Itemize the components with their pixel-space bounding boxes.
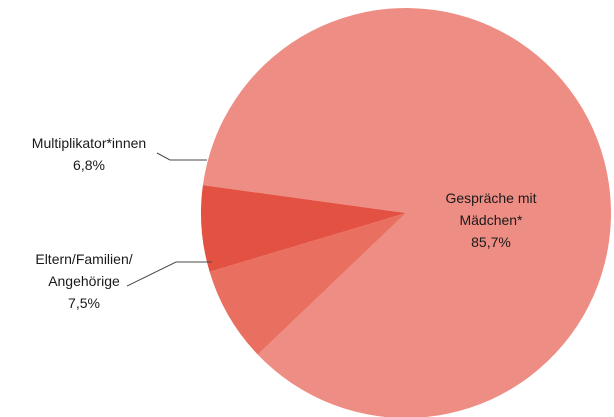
leader-line-multiplikator [156,152,207,161]
slice-value-label: 6,8% [73,157,105,173]
leader-lines [126,152,212,287]
pie-slice-maedchen [202,8,611,417]
slice-label-maedchen: Gespräche mit Mädchen* 85,7% [445,190,536,250]
slice-label-line: Eltern/Familien/ [35,251,132,267]
slice-label-line: Gespräche mit [445,190,536,206]
pie-slice-eltern [209,213,406,355]
slice-value-label: 85,7% [471,234,511,250]
slice-value-label: 7,5% [68,295,100,311]
slice-label-line: Mädchen* [459,212,523,228]
slice-label-line: Angehörige [48,273,120,289]
slice-labels: Gespräche mit Mädchen* 85,7% Eltern/Familie… [32,135,537,311]
leader-line-eltern [126,261,212,287]
slice-label-line: Multiplikator*innen [32,135,146,151]
pie-slice-multiplikator [201,185,406,272]
slice-label-multiplikator: Multiplikator*innen 6,8% [32,135,146,173]
pie-slices [201,8,611,417]
slice-label-eltern: Eltern/Familien/Angehörige 7,5% [35,251,132,311]
